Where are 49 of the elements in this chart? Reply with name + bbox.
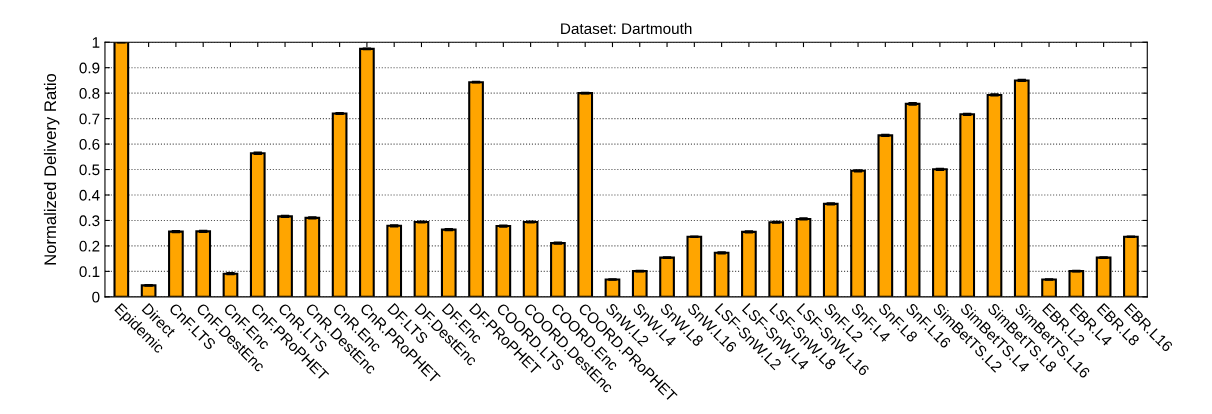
bar [304,216,321,297]
bar [713,251,730,297]
bar [659,256,675,297]
y-tick-label: 0 [92,291,100,303]
y-tick-label: 1 [92,37,100,48]
bar [277,215,293,297]
bar [413,220,430,297]
bar [522,220,539,297]
bar [249,152,266,297]
bar [468,81,484,297]
bar [359,47,375,297]
y-tick-label: 0.9 [79,62,100,74]
bar [1013,79,1030,297]
y-tick-label: 0.8 [79,88,100,99]
y-tick-label: 0.1 [79,266,100,278]
bar [550,242,566,297]
y-tick-label: 0.3 [79,215,100,227]
y-tick-label: 0.2 [79,240,100,252]
bar [440,228,457,297]
bar [331,112,348,297]
bar [113,42,130,297]
y-tick-label: 0.4 [79,189,100,201]
y-tick-label: 0.6 [79,138,100,150]
bar [822,202,839,297]
bar [904,102,921,297]
bar [1095,256,1112,297]
bar [741,230,757,297]
bar [222,272,239,297]
bar [495,225,512,297]
y-tick-label: 0.5 [79,164,100,176]
chart-title: Dataset: Dartmouth [561,22,692,35]
bar [986,93,1003,297]
y-tick-label: 0.7 [79,113,100,125]
bar [795,217,812,297]
bar [877,134,894,297]
bar [932,168,948,297]
bar [1068,270,1085,297]
bar [959,113,976,297]
bar [631,270,648,297]
bar [686,235,703,297]
bar [1041,278,1057,297]
bar [195,230,212,297]
bar [386,224,403,297]
bar [850,169,866,297]
bar [768,221,785,297]
y-axis-title: Normalized Delivery Ratio [43,73,60,265]
bar [168,230,184,297]
bar [1123,235,1139,297]
bar [577,92,594,297]
